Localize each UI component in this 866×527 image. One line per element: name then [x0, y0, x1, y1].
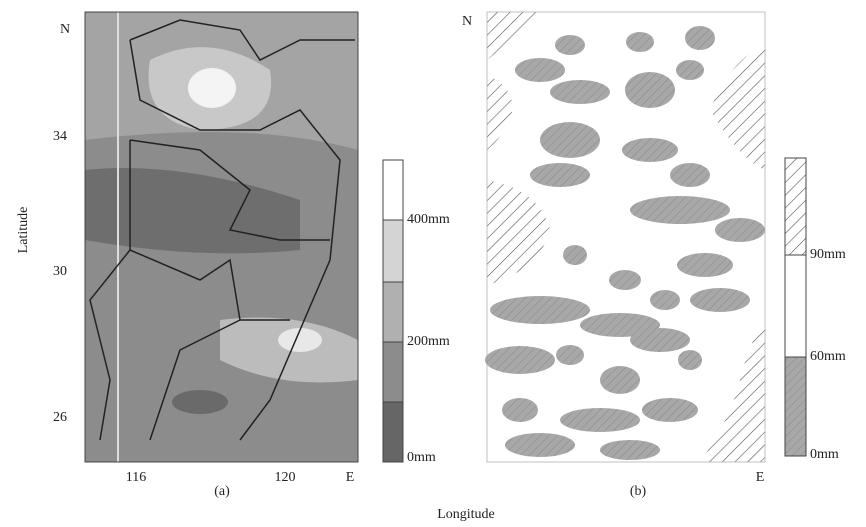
legend-a — [383, 160, 403, 462]
map-a — [85, 12, 358, 462]
legend-label: 0mm — [407, 450, 436, 465]
page: N 34 30 26 116 120 E (a) Latitude 400mm … — [0, 0, 866, 527]
east-label: E — [346, 470, 355, 485]
panel-caption: (b) — [630, 484, 647, 499]
y-tick-label: 26 — [53, 410, 67, 425]
legend-swatch — [383, 220, 403, 282]
east-label: E — [756, 470, 765, 485]
figure: N 34 30 26 116 120 E (a) Latitude 400mm … — [0, 0, 866, 527]
region — [188, 68, 236, 108]
y-tick-label: 34 — [53, 129, 67, 144]
panel-caption: (a) — [214, 484, 230, 499]
legend-label: 200mm — [407, 334, 450, 349]
y-tick-label: 30 — [53, 264, 67, 279]
map-b — [485, 12, 765, 462]
x-tick-label: 116 — [126, 470, 146, 485]
legend-swatch — [785, 357, 806, 456]
legend-swatch — [785, 158, 806, 255]
legend-label: 0mm — [810, 447, 839, 462]
legend-swatch — [383, 402, 403, 462]
north-label: N — [462, 14, 472, 29]
y-axis-label: Latitude — [16, 207, 31, 254]
region — [172, 390, 228, 414]
x-axis-label: Longitude — [437, 507, 495, 522]
legend-swatch — [785, 255, 806, 357]
legend-swatch — [383, 160, 403, 220]
legend-swatch — [383, 282, 403, 342]
legend-label: 60mm — [810, 349, 846, 364]
x-tick-label: 120 — [275, 470, 296, 485]
legend-swatch — [383, 342, 403, 402]
north-label: N — [60, 22, 70, 37]
legend-b — [785, 158, 806, 456]
legend-label: 90mm — [810, 247, 846, 262]
legend-label: 400mm — [407, 212, 450, 227]
